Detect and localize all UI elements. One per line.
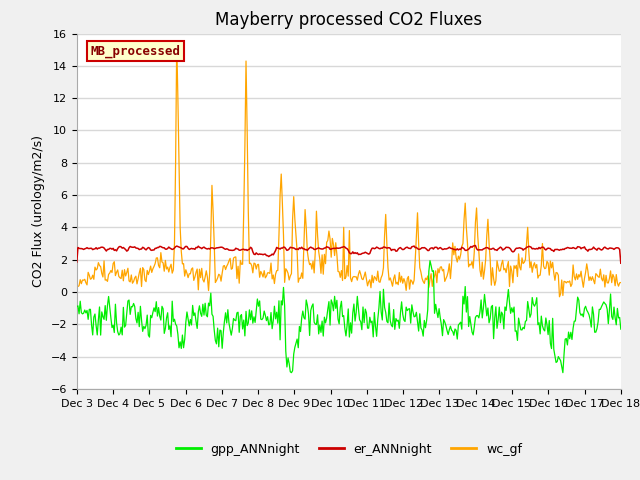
Text: MB_processed: MB_processed	[90, 44, 180, 58]
Legend: gpp_ANNnight, er_ANNnight, wc_gf: gpp_ANNnight, er_ANNnight, wc_gf	[171, 438, 527, 461]
Title: Mayberry processed CO2 Fluxes: Mayberry processed CO2 Fluxes	[215, 11, 483, 29]
Y-axis label: CO2 Flux (urology/m2/s): CO2 Flux (urology/m2/s)	[32, 135, 45, 287]
